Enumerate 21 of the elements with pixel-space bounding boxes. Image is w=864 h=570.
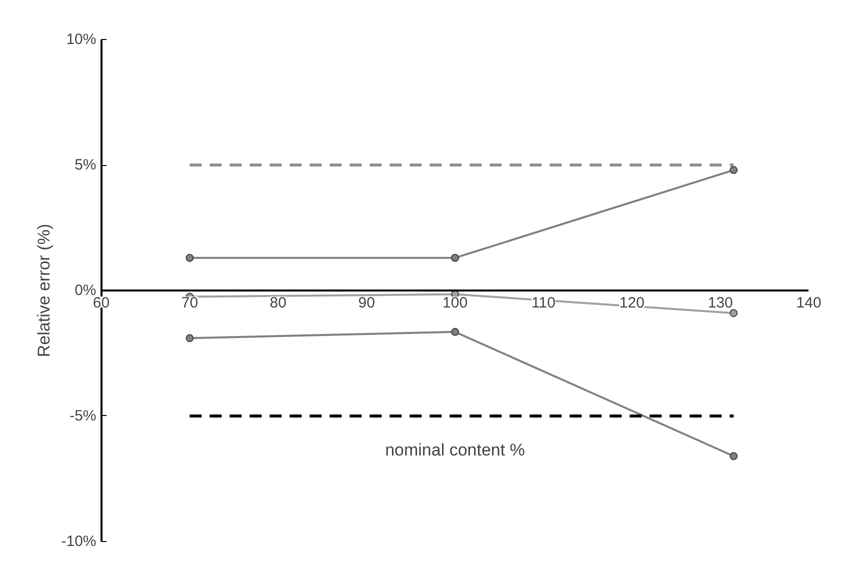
- point: [451, 254, 460, 262]
- x-tick-label: 70: [181, 294, 198, 312]
- y-tick-label: 5%: [74, 156, 96, 174]
- point: [730, 452, 738, 460]
- x-tick-label: 80: [270, 294, 286, 312]
- point: [186, 334, 194, 342]
- x-tick-label: 140: [796, 294, 822, 312]
- x-tick-label: 130: [708, 294, 733, 312]
- y-tick-label: 10%: [66, 31, 96, 48]
- point: [451, 328, 460, 336]
- point: [186, 254, 194, 262]
- x-tick-label: 110: [532, 294, 556, 312]
- x-tick-label: 100: [442, 294, 468, 312]
- point: [730, 166, 738, 174]
- x-axis-title: nominal content %: [385, 440, 525, 460]
- y-axis-title: Relative error (%): [34, 224, 54, 358]
- y-tick-label: -10%: [61, 532, 96, 550]
- y-tick-label: -5%: [70, 407, 96, 424]
- x-tick-label: 90: [358, 294, 375, 312]
- point: [730, 309, 738, 318]
- x-tick-label: 120: [619, 294, 644, 312]
